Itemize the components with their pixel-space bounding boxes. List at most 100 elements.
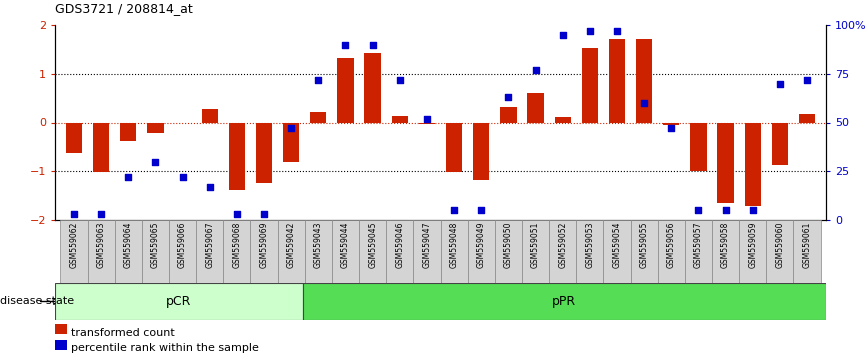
Text: GSM559066: GSM559066 <box>178 222 187 268</box>
Point <box>746 207 759 213</box>
Text: GSM559064: GSM559064 <box>124 222 132 268</box>
FancyBboxPatch shape <box>55 283 303 320</box>
FancyBboxPatch shape <box>61 220 87 283</box>
Text: GSM559062: GSM559062 <box>69 222 79 268</box>
FancyBboxPatch shape <box>332 220 359 283</box>
FancyBboxPatch shape <box>223 220 250 283</box>
FancyBboxPatch shape <box>494 220 522 283</box>
Point <box>528 67 542 73</box>
Bar <box>365 53 381 122</box>
Text: pCR: pCR <box>166 295 191 308</box>
Bar <box>501 107 516 122</box>
Point <box>230 211 244 217</box>
Point <box>691 207 705 213</box>
Bar <box>582 48 598 122</box>
Point <box>94 211 108 217</box>
Point <box>664 126 678 131</box>
Bar <box>609 39 625 122</box>
Point <box>773 81 787 86</box>
FancyBboxPatch shape <box>142 220 169 283</box>
Text: GSM559052: GSM559052 <box>559 222 567 268</box>
Text: GSM559069: GSM559069 <box>260 222 268 268</box>
Bar <box>120 122 137 141</box>
Bar <box>636 39 652 122</box>
Point <box>365 42 379 47</box>
Point <box>501 94 515 100</box>
Bar <box>229 122 245 190</box>
Bar <box>690 122 707 171</box>
Point <box>393 77 407 82</box>
Point <box>800 77 814 82</box>
Point <box>257 211 271 217</box>
Text: GSM559045: GSM559045 <box>368 222 377 268</box>
Point <box>610 28 624 34</box>
Point <box>149 159 163 164</box>
Point <box>719 207 733 213</box>
Point <box>556 32 570 38</box>
Text: GSM559048: GSM559048 <box>449 222 459 268</box>
FancyBboxPatch shape <box>441 220 468 283</box>
FancyBboxPatch shape <box>576 220 604 283</box>
Text: GSM559053: GSM559053 <box>585 222 594 268</box>
Text: disease state: disease state <box>0 297 74 307</box>
Point <box>67 211 81 217</box>
FancyBboxPatch shape <box>278 220 305 283</box>
Bar <box>255 122 272 183</box>
Text: GSM559057: GSM559057 <box>694 222 703 268</box>
Bar <box>717 122 734 203</box>
Text: percentile rank within the sample: percentile rank within the sample <box>71 343 259 353</box>
Bar <box>419 122 435 124</box>
Bar <box>338 58 353 122</box>
Text: GSM559056: GSM559056 <box>667 222 675 268</box>
FancyBboxPatch shape <box>712 220 739 283</box>
FancyBboxPatch shape <box>739 220 766 283</box>
FancyBboxPatch shape <box>766 220 793 283</box>
Point <box>176 174 190 180</box>
FancyBboxPatch shape <box>114 220 142 283</box>
Point <box>583 28 597 34</box>
Bar <box>663 122 680 125</box>
Point <box>339 42 352 47</box>
Text: GSM559058: GSM559058 <box>721 222 730 268</box>
Text: GSM559060: GSM559060 <box>775 222 785 268</box>
Bar <box>446 122 462 172</box>
FancyBboxPatch shape <box>468 220 494 283</box>
Text: GSM559043: GSM559043 <box>313 222 323 268</box>
Bar <box>772 122 788 165</box>
Text: pPR: pPR <box>553 295 577 308</box>
Text: GSM559059: GSM559059 <box>748 222 757 268</box>
FancyBboxPatch shape <box>386 220 413 283</box>
FancyBboxPatch shape <box>305 220 332 283</box>
Text: GSM559054: GSM559054 <box>612 222 622 268</box>
FancyBboxPatch shape <box>250 220 278 283</box>
Text: GSM559061: GSM559061 <box>803 222 811 268</box>
FancyBboxPatch shape <box>522 220 549 283</box>
FancyBboxPatch shape <box>169 220 197 283</box>
Bar <box>93 122 109 172</box>
Text: GSM559047: GSM559047 <box>423 222 431 268</box>
Bar <box>66 122 82 153</box>
FancyBboxPatch shape <box>630 220 657 283</box>
Point <box>447 207 461 213</box>
FancyBboxPatch shape <box>87 220 114 283</box>
Bar <box>745 122 761 206</box>
Bar <box>473 122 489 180</box>
Bar <box>283 122 300 162</box>
FancyBboxPatch shape <box>197 220 223 283</box>
Text: GSM559046: GSM559046 <box>395 222 404 268</box>
FancyBboxPatch shape <box>793 220 821 283</box>
Text: GSM559050: GSM559050 <box>504 222 513 268</box>
Text: GSM559042: GSM559042 <box>287 222 295 268</box>
Text: GSM559063: GSM559063 <box>97 222 106 268</box>
Point <box>121 174 135 180</box>
Point <box>475 207 488 213</box>
Bar <box>527 93 544 122</box>
Text: GSM559044: GSM559044 <box>341 222 350 268</box>
Text: GSM559049: GSM559049 <box>476 222 486 268</box>
Bar <box>391 116 408 122</box>
FancyBboxPatch shape <box>549 220 576 283</box>
FancyBboxPatch shape <box>685 220 712 283</box>
Text: GSM559067: GSM559067 <box>205 222 214 268</box>
FancyBboxPatch shape <box>657 220 685 283</box>
Text: transformed count: transformed count <box>71 327 175 338</box>
